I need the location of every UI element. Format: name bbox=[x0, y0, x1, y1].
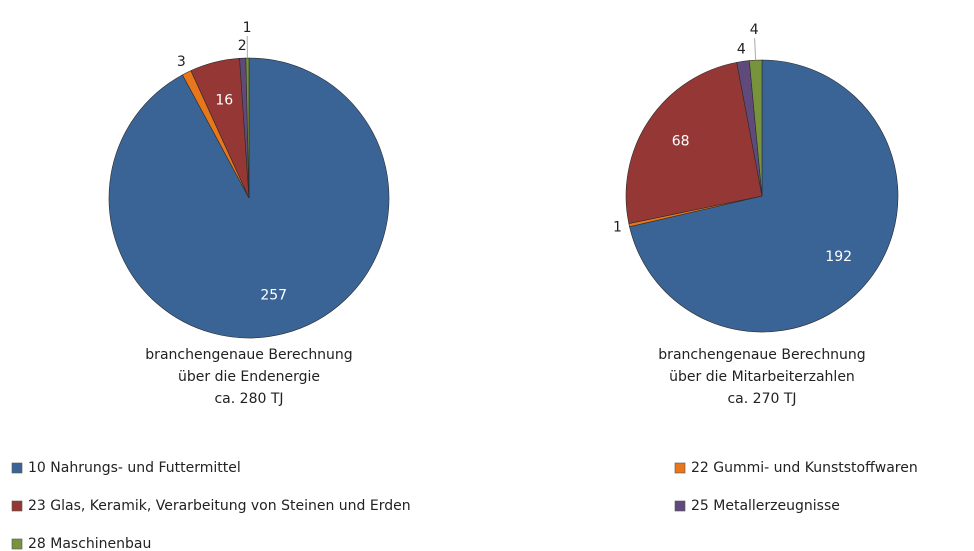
caption: über die Mitarbeiterzahlen bbox=[669, 369, 855, 385]
legend-swatch bbox=[11, 538, 23, 550]
legend-label: 28 Maschinenbau bbox=[28, 536, 151, 551]
legend-label: 10 Nahrungs- und Futtermittel bbox=[28, 460, 241, 476]
data-label: 4 bbox=[750, 22, 759, 38]
legend-label: 23 Glas, Keramik, Verarbeitung von Stein… bbox=[28, 498, 411, 514]
caption: ca. 280 TJ bbox=[214, 391, 283, 407]
data-label: 2 bbox=[238, 38, 247, 54]
leader-line bbox=[754, 38, 757, 61]
caption: über die Endenergie bbox=[178, 369, 320, 385]
data-label: 3 bbox=[177, 54, 186, 70]
data-label: 1 bbox=[613, 220, 622, 236]
caption: branchengenaue Berechnung bbox=[658, 347, 865, 363]
pie-slice bbox=[748, 59, 763, 197]
legend-label: 25 Metallerzeugnisse bbox=[691, 498, 840, 514]
pie-slice bbox=[629, 59, 899, 333]
data-label: 16 bbox=[215, 92, 233, 108]
data-label: 192 bbox=[825, 249, 852, 265]
legend-swatch bbox=[11, 500, 23, 512]
data-label: 68 bbox=[672, 134, 690, 150]
legend-label: 22 Gummi- und Kunststoffwaren bbox=[691, 460, 918, 476]
caption: ca. 270 TJ bbox=[727, 391, 796, 407]
legend-swatch bbox=[11, 462, 23, 474]
data-label: 4 bbox=[737, 41, 746, 57]
pie-slice bbox=[625, 62, 763, 224]
legend-swatch bbox=[674, 500, 686, 512]
legend-swatch bbox=[674, 462, 686, 474]
data-label: 257 bbox=[260, 288, 287, 304]
data-label: 1 bbox=[243, 20, 252, 36]
caption: branchengenaue Berechnung bbox=[145, 347, 352, 363]
